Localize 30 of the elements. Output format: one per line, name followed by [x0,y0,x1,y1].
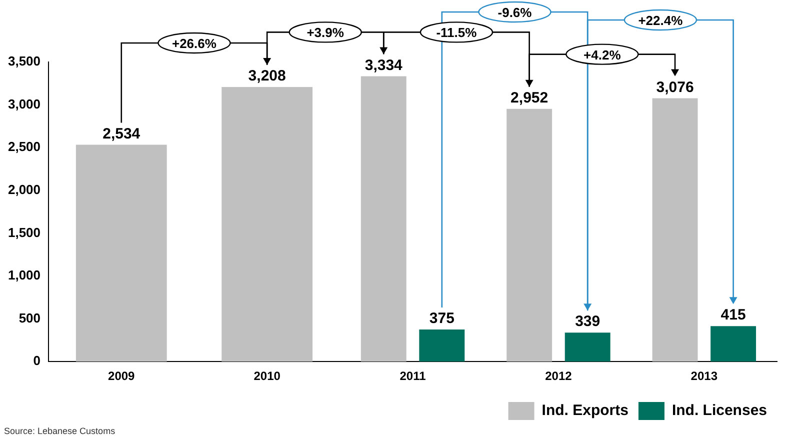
legend-label: Ind. Exports [542,402,628,420]
y-tick-label: 0 [33,353,41,368]
y-tick-label: 1,500 [8,224,41,240]
text: +3.9% [306,25,344,40]
data-label: 3,208 [248,68,286,85]
source-note: Source: Lebanese Customs [4,426,116,436]
data-label: 375 [429,310,454,328]
legend-label: Ind. Licenses [672,402,768,420]
x-tick-label: 2012 [545,369,572,384]
data-label: 415 [720,306,746,324]
y-tick-label: 500 [18,310,41,326]
data-label: 3,076 [656,78,694,96]
text: -11.5% [436,25,478,40]
x-tick-label: 2009 [108,369,136,384]
data-label: 339 [575,313,600,330]
y-tick-label: 2,000 [8,182,41,197]
x-tick-label: 2010 [254,369,281,384]
text: -9.6% [498,5,532,20]
text: +26.6% [172,36,217,51]
y-tick-label: 3,500 [8,54,41,69]
x-tick-label: 2013 [690,369,718,384]
y-tick-label: 3,000 [8,96,41,112]
data-label: 2,534 [102,125,141,142]
y-tick-label: 1,000 [8,268,41,283]
text: +22.4% [638,13,684,28]
data-label: 3,334 [364,56,404,74]
data-label: 2,952 [510,90,548,107]
y-tick-label: 2,500 [8,139,41,154]
annotation: +4.2% [584,47,622,62]
x-tick-label: 2011 [400,369,426,384]
